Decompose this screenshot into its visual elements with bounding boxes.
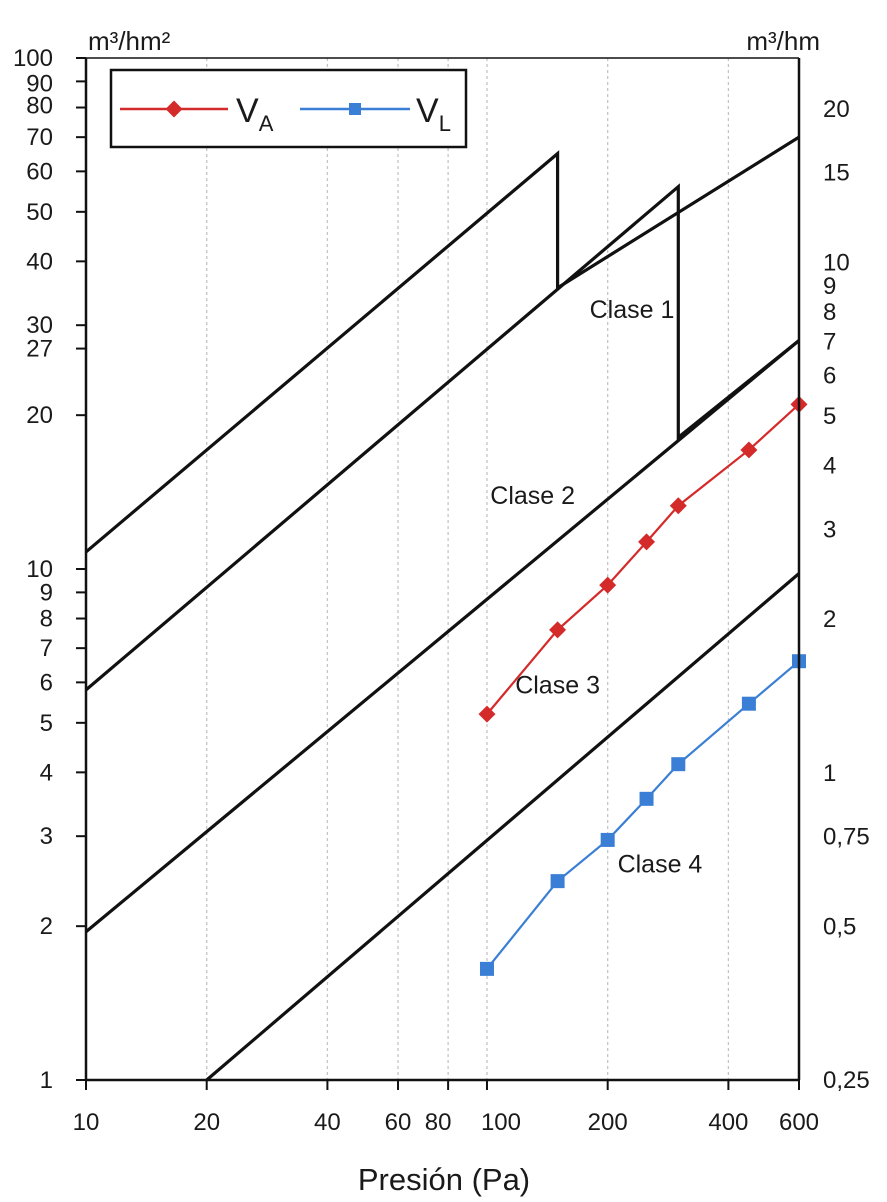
right-tick-label: 5	[823, 403, 836, 430]
point-vl	[600, 832, 615, 847]
right-tick-label: 1	[823, 760, 836, 787]
legend: VA VL	[109, 68, 468, 149]
left-tick-label: 10	[26, 556, 53, 583]
left-tick-label: 100	[13, 45, 53, 72]
right-tick-label: 2	[823, 606, 836, 633]
class-boundary	[205, 572, 801, 1082]
right-tick-label: 0,75	[823, 824, 870, 851]
point-vl	[479, 961, 494, 976]
left-tick-label: 6	[40, 669, 53, 696]
point-va	[669, 497, 687, 515]
right-tick-label: 3	[823, 516, 836, 543]
point-va	[478, 705, 496, 723]
left-tick-label: 70	[26, 124, 53, 151]
right-tick-label: 9	[823, 273, 836, 300]
right-tick-label: 6	[823, 363, 836, 390]
right-tick-label: 7	[823, 329, 836, 356]
class-boundary	[84, 135, 800, 554]
left-tick-label: 50	[26, 199, 53, 226]
left-tick-label: 8	[40, 606, 53, 633]
grid	[206, 58, 730, 1080]
class-boundaries	[84, 135, 801, 1082]
left-tick-label: 7	[40, 635, 53, 662]
class-label: Clase 1	[590, 296, 675, 324]
right-tick-label: 10	[823, 249, 850, 276]
right-tick-label: 0,5	[823, 913, 856, 940]
x-tick-label: 600	[779, 1109, 819, 1136]
class-label: Clase 3	[515, 672, 600, 700]
series	[478, 395, 808, 976]
left-tick-label: 1	[40, 1067, 53, 1094]
legend-label-vl: VL	[416, 92, 451, 136]
right-axis-unit: m³/hm	[746, 26, 820, 56]
right-tick-label: 0,25	[823, 1067, 870, 1094]
class-label: Clase 2	[490, 482, 575, 510]
point-vl	[639, 791, 654, 806]
left-tick-label: 4	[40, 759, 53, 786]
x-axis-label: Presión (Pa)	[358, 1162, 530, 1197]
left-tick-label: 60	[26, 158, 53, 185]
x-tick-label: 10	[73, 1109, 100, 1136]
point-vl	[741, 696, 756, 711]
x-tick-label: 400	[708, 1109, 748, 1136]
axes	[84, 57, 801, 1082]
point-va	[740, 441, 758, 459]
left-tick-label: 9	[40, 579, 53, 606]
left-tick-label: 5	[40, 710, 53, 737]
left-tick-label: 3	[40, 823, 53, 850]
right-tick-label: 20	[823, 96, 850, 123]
point-va	[638, 533, 656, 551]
legend-marker-va	[165, 100, 183, 118]
x-tick-label: 200	[588, 1109, 628, 1136]
left-tick-label: 27	[26, 336, 53, 363]
point-vl	[550, 874, 565, 889]
class-labels: Clase 1 Clase 2 Clase 3 Clase 4	[490, 296, 702, 878]
class-label: Clase 4	[618, 850, 703, 878]
x-tick-label: 100	[481, 1109, 521, 1136]
left-tick-label: 40	[26, 248, 53, 275]
point-va	[599, 576, 617, 594]
left-axis-unit: m³/hm²	[88, 26, 171, 56]
left-tick-label: 90	[26, 70, 53, 97]
left-tick-label: 30	[26, 312, 53, 339]
x-axis-ticks: 10 20 40 60 80 100 200 400 600	[73, 1080, 819, 1136]
point-vl	[671, 757, 686, 772]
right-tick-label: 4	[823, 453, 836, 480]
legend-label-va: VA	[236, 92, 274, 136]
x-tick-label: 60	[385, 1109, 412, 1136]
x-tick-label: 80	[425, 1109, 452, 1136]
class-boundary	[84, 183, 801, 692]
x-tick-label: 20	[193, 1109, 220, 1136]
point-va	[549, 621, 567, 639]
x-tick-label: 40	[314, 1109, 341, 1136]
left-tick-label: 80	[26, 93, 53, 120]
right-tick-label: 15	[823, 160, 850, 187]
legend-marker-vl	[349, 103, 361, 115]
left-tick-label: 2	[40, 913, 53, 940]
right-tick-label: 8	[823, 299, 836, 326]
left-tick-label: 20	[26, 402, 53, 429]
class-boundary	[84, 339, 801, 934]
